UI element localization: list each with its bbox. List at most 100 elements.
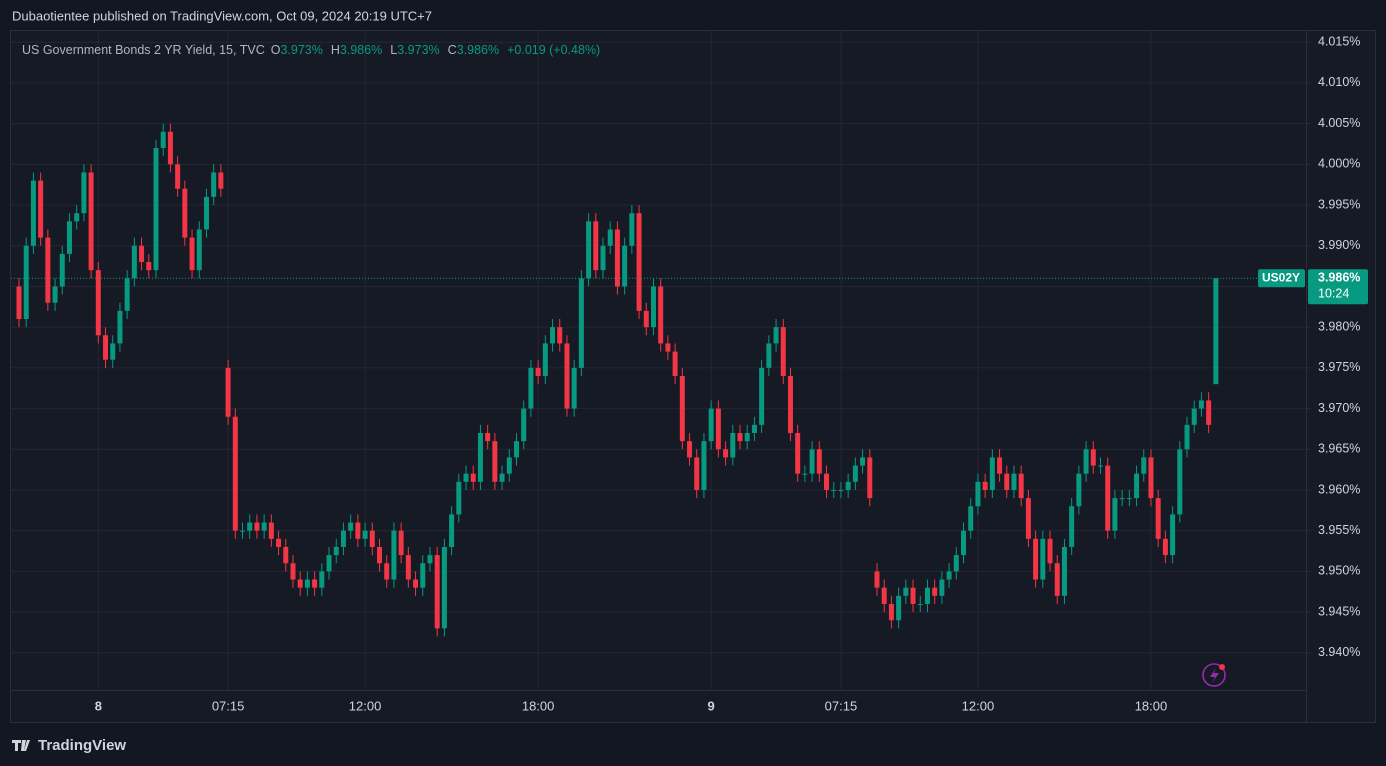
y-tick-label: 3.955% (1318, 523, 1360, 537)
alert-dot (1219, 664, 1225, 670)
candle-body (1141, 457, 1147, 474)
y-tick-label: 4.015% (1318, 35, 1360, 49)
candle-body (607, 229, 613, 246)
symbol-tag: US02Y (1262, 270, 1300, 284)
candle-body (247, 522, 253, 531)
candle-body (535, 367, 541, 376)
candle-body (557, 327, 563, 344)
candle-body (600, 245, 606, 271)
candle-body (1083, 449, 1089, 474)
candle-body (723, 449, 729, 458)
candle-body (643, 310, 649, 328)
candle-body (499, 473, 505, 482)
candle-body (38, 180, 44, 238)
candle-body (413, 579, 419, 588)
candle-body (333, 546, 339, 556)
candle-body (586, 221, 592, 279)
y-tick-label: 4.000% (1318, 157, 1360, 171)
candle-body (470, 473, 476, 482)
candle-body (1177, 449, 1183, 515)
candle-body (542, 343, 548, 376)
last-price-label: 3.986% (1318, 271, 1360, 285)
candle-body (824, 473, 830, 490)
candle-body (175, 164, 181, 189)
y-tick-label: 3.975% (1318, 360, 1360, 374)
candle-body (1047, 538, 1053, 564)
candle-body (1054, 563, 1060, 596)
candle-body (708, 408, 714, 442)
candle-body (59, 253, 65, 287)
candle-body (1025, 498, 1031, 539)
candle-body (492, 441, 498, 482)
alert-icon[interactable] (1202, 663, 1226, 687)
candle-body (903, 587, 909, 596)
candle-body (261, 522, 267, 531)
candle-body (167, 131, 173, 165)
candle-body (571, 367, 577, 409)
y-tick-label: 4.010% (1318, 75, 1360, 89)
chart-title: US Government Bonds 2 YR Yield, 15, TVC (22, 43, 265, 57)
candle-body (1069, 506, 1075, 547)
candle-body (312, 579, 318, 588)
legend-key: C (448, 43, 457, 57)
change: +0.019 (+0.48%) (507, 43, 600, 57)
candle-body (319, 571, 325, 588)
candle-body (888, 603, 894, 621)
candle-body (240, 530, 246, 532)
candle-body (1112, 498, 1118, 531)
candle-body (218, 172, 224, 189)
candle-body (103, 335, 109, 360)
y-tick-label: 4.005% (1318, 116, 1360, 130)
x-tick-label: 12:00 (349, 698, 382, 713)
y-tick-label: 3.940% (1318, 645, 1360, 659)
candle-body (672, 351, 678, 376)
candle-body (1213, 278, 1219, 385)
candle-body (737, 432, 743, 442)
candle-body (1011, 473, 1017, 490)
chart-frame (10, 30, 1376, 723)
candle-body (52, 286, 58, 303)
candle-body (802, 473, 808, 475)
candle-body (355, 522, 361, 539)
y-tick-label: 3.995% (1318, 197, 1360, 211)
candle-body (203, 196, 209, 230)
candle-body (787, 376, 793, 433)
candle-body (139, 245, 145, 263)
x-tick-label: 07:15 (212, 698, 245, 713)
candle-body (593, 221, 599, 271)
candle-body (506, 457, 512, 474)
candle-body (297, 579, 303, 588)
candle-body (867, 457, 873, 499)
candle-body (665, 343, 671, 352)
candle-body (160, 131, 166, 149)
candle-body (809, 449, 815, 474)
candle-body (88, 172, 94, 271)
candle-body (384, 563, 390, 580)
candle-body (773, 327, 779, 344)
candle-body (1148, 457, 1154, 499)
candle-body (81, 172, 87, 214)
candle-body (1162, 538, 1168, 556)
candle-body (701, 441, 707, 490)
countdown: 10:24 (1318, 287, 1349, 301)
candle-body (16, 286, 22, 320)
candle-body (780, 327, 786, 376)
y-tick-label: 3.965% (1318, 442, 1360, 456)
brand: TradingView (38, 737, 126, 754)
last-price-box (1308, 269, 1368, 305)
candle-body (23, 245, 29, 320)
candle-body (232, 416, 238, 531)
candle-body (1033, 538, 1039, 580)
candle-body (831, 489, 837, 491)
candle-body (117, 310, 123, 344)
candle-body (1076, 473, 1082, 507)
candle-body (391, 530, 397, 580)
candle-body (74, 213, 80, 222)
candle-body (694, 457, 700, 490)
candle-body (759, 367, 765, 425)
brand-logo (12, 740, 30, 751)
y-tick-label: 3.990% (1318, 238, 1360, 252)
candle-body (874, 571, 880, 588)
candle-body (1126, 498, 1132, 500)
candle-body (917, 603, 923, 605)
